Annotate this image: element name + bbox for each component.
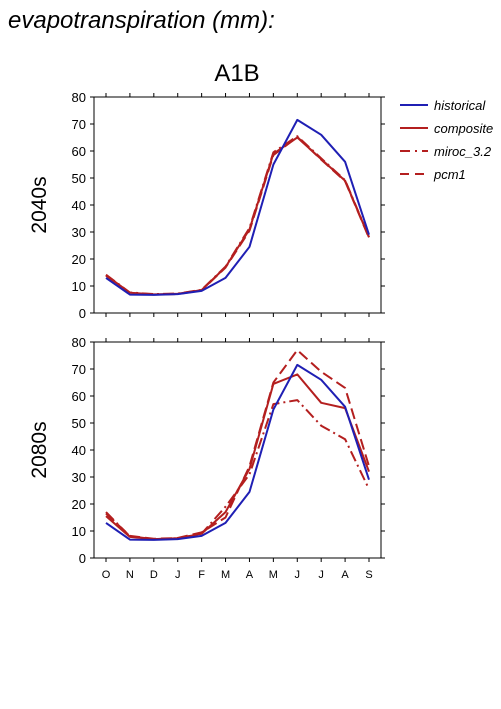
x-tick-label-7: M [269,569,278,581]
y-tick-label-5: 50 [72,416,86,431]
legend-label-composite: composite [434,121,493,136]
x-tick-label-6: A [246,569,254,581]
x-tick-label-1: N [126,569,134,581]
series-line-historical [105,118,370,296]
x-tick-label-3: J [175,569,181,581]
y-tick-label-5: 50 [72,171,86,186]
series-layer-2040s [105,118,370,296]
y-tick-label-3: 30 [72,470,86,485]
y-tick-label-2: 20 [72,497,86,512]
x-tick-label-9: J [318,569,324,581]
legend-label-miroc: miroc_3.2 [434,144,492,159]
legend-item-pcm1: pcm1 [400,167,466,182]
y-tick-label-3: 30 [72,225,86,240]
series-line-composite [105,373,370,541]
y-tick-label-8: 80 [72,90,86,105]
plot-frame-2080s [93,341,382,559]
x-tick-label-0: O [102,569,111,581]
legend-item-composite: composite [400,121,493,136]
series-layer-2080s [105,349,370,541]
y-tick-label-1: 10 [72,279,86,294]
legend-item-historical: historical [400,98,486,113]
panel-2040s: 2040s 0 10 20 30 40 50 60 70 80 [28,90,385,321]
legend-label-historical: historical [434,98,486,113]
figure-title: evapotranspiration (mm): [8,7,275,34]
series-line-pcm1 [105,136,370,296]
x-tick-label-5: M [221,569,230,581]
series-line-historical [105,363,370,541]
scenario-label: A1B [214,60,259,87]
legend-label-pcm1: pcm1 [433,167,466,182]
y-tick-label-7: 70 [72,117,86,132]
y-tick-label-2: 20 [72,252,86,267]
y-tick-label-1: 10 [72,524,86,539]
y-axis-2080s: 0 10 20 30 40 50 60 70 80 [72,335,385,566]
x-tick-label-4: F [198,569,205,581]
x-tick-label-11: S [365,569,372,581]
y-axis-2040s: 0 10 20 30 40 50 60 70 80 [72,90,385,321]
row-label-2080s: 2080s [28,421,51,478]
series-line-pcm1 [105,349,370,540]
panel-2080s: 2080s 0 10 20 30 40 50 60 70 80 O N D J F M A M J J A S [28,335,385,581]
x-tick-label-8: J [295,569,301,581]
y-tick-label-7: 70 [72,362,86,377]
y-tick-label-6: 60 [72,389,86,404]
x-axis-2040s [105,93,370,317]
y-tick-label-6: 60 [72,144,86,159]
y-tick-label-0: 0 [79,306,86,321]
row-label-2040s: 2040s [28,176,51,233]
y-tick-label-8: 80 [72,335,86,350]
plot-frame-2040s [93,96,382,314]
series-line-miroc-3-2 [105,135,370,296]
x-tick-label-10: A [341,569,349,581]
legend-item-miroc: miroc_3.2 [400,144,492,159]
y-tick-label-4: 40 [72,443,86,458]
y-tick-label-4: 40 [72,198,86,213]
y-tick-label-0: 0 [79,551,86,566]
x-tick-label-2: D [150,569,158,581]
series-line-composite [105,136,370,296]
legend: historical composite miroc_3.2 pcm1 [400,98,493,182]
series-line-miroc-3-2 [105,399,370,541]
